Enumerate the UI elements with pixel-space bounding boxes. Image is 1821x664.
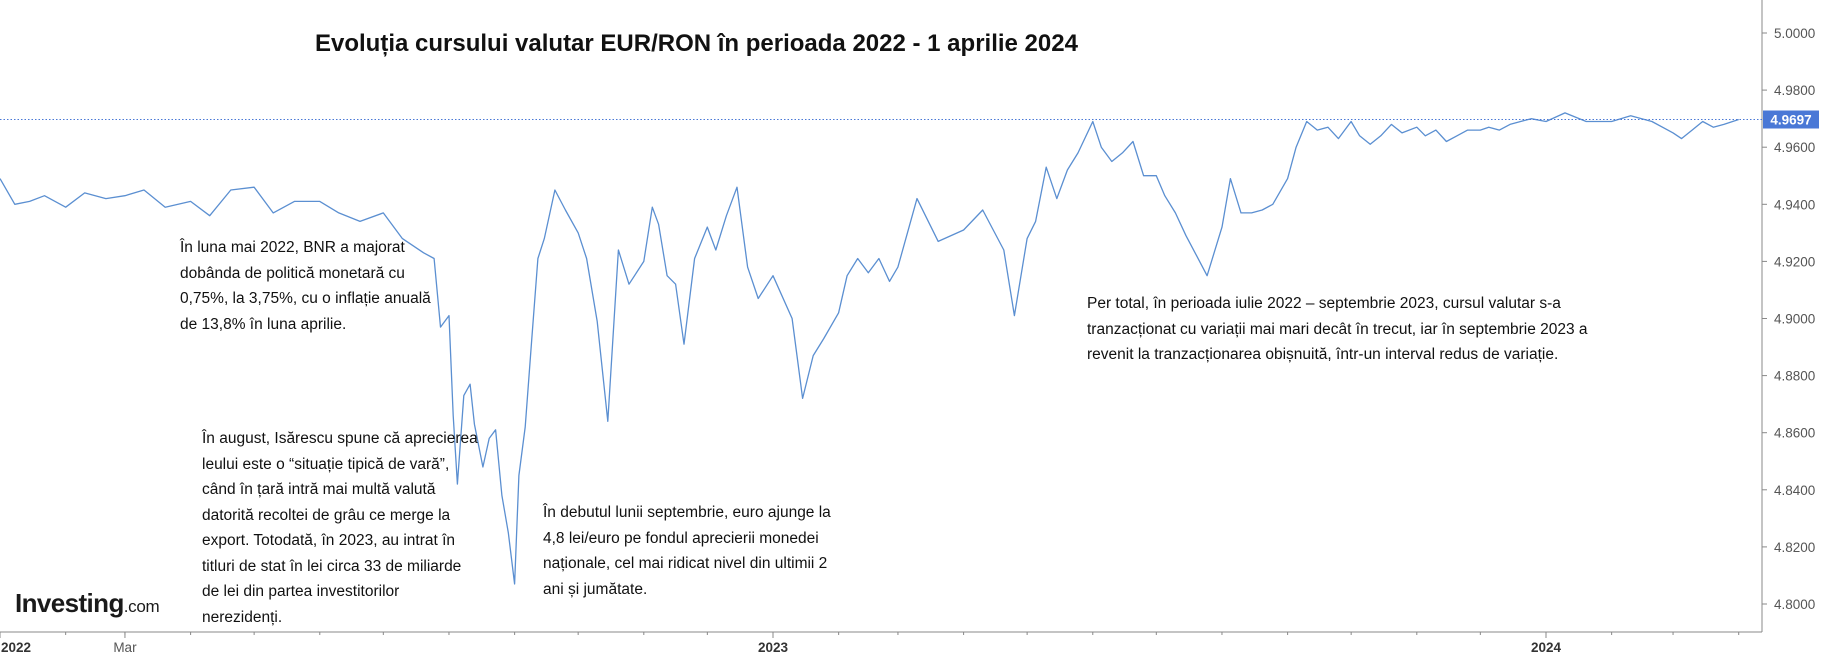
chart-title: Evoluția cursului valutar EUR/RON în per… xyxy=(315,30,1078,57)
annotation-line: când în țară intră mai multă valută xyxy=(202,481,436,498)
y-tick-label: 4.9800 xyxy=(1774,83,1815,98)
annotation-line: În august, Isărescu spune că aprecierea xyxy=(202,430,478,447)
y-tick-label: 4.9200 xyxy=(1774,254,1815,269)
y-tick-label: 4.8400 xyxy=(1774,483,1815,498)
annotation-summary: Per total, în perioada iulie 2022 – sept… xyxy=(1087,291,1588,368)
series-line-eur-ron xyxy=(0,112,1739,585)
annotation-line: revenit la tranzacționarea obișnuită, în… xyxy=(1087,346,1559,363)
annotation-line: de lei din partea investitorilor xyxy=(202,583,400,600)
investing-logo: Investing.com xyxy=(15,588,160,619)
annotation-line: ani și jumătate. xyxy=(543,580,648,598)
y-tick-label: 4.8800 xyxy=(1774,369,1815,384)
y-tick-label: 5.0000 xyxy=(1774,26,1815,41)
annotation-bnr-rate: În luna mai 2022, BNR a majorat dobânda … xyxy=(180,235,431,337)
last-value-label: 4.9697 xyxy=(1770,113,1811,128)
annotation-line: export. Totodată, în 2023, au intrat în xyxy=(202,532,456,549)
y-tick-label: 4.8200 xyxy=(1774,540,1815,555)
y-tick-label: 4.9600 xyxy=(1774,140,1815,155)
x-tick-label: 2022 xyxy=(1,640,31,655)
annotation-line: dobânda de politică monetară cu xyxy=(180,264,405,282)
annotation-line: În luna mai 2022, BNR a majorat xyxy=(180,239,405,256)
annotation-line: nerezidenți. xyxy=(202,608,283,626)
annotation-line: În debutul lunii septembrie, euro ajunge… xyxy=(543,504,831,521)
x-tick-label: 2024 xyxy=(1531,640,1562,655)
y-tick-label: 4.9400 xyxy=(1774,197,1815,212)
annotation-line: titluri de stat în lei circa 33 de milia… xyxy=(202,557,462,575)
annotation-line: naționale, cel mai ridicat nivel din ult… xyxy=(543,555,828,572)
logo-main-text: Investing xyxy=(15,588,124,618)
annotation-line: Per total, în perioada iulie 2022 – sept… xyxy=(1087,295,1561,312)
y-tick-label: 4.9000 xyxy=(1774,312,1815,327)
annotation-line: tranzacționat cu variații mai mari decât… xyxy=(1087,320,1588,338)
y-tick-label: 4.8600 xyxy=(1774,426,1815,441)
x-tick-label: 2023 xyxy=(758,640,789,655)
x-tick-label: Mar xyxy=(113,640,137,655)
y-tick-label: 4.8000 xyxy=(1774,597,1815,612)
annotation-september: În debutul lunii septembrie, euro ajunge… xyxy=(543,500,831,602)
annotation-line: leului este o “situație tipică de vară”, xyxy=(202,455,450,473)
annotation-august: În august, Isărescu spune că aprecierea … xyxy=(202,426,478,630)
annotation-line: 0,75%, la 3,75%, cu o inflație anuală xyxy=(180,290,431,307)
annotation-line: 4,8 lei/euro pe fondul aprecierii monede… xyxy=(543,529,819,547)
logo-suffix-text: .com xyxy=(123,597,160,616)
last-value-tag xyxy=(1763,110,1819,129)
annotation-line: de 13,8% în luna aprilie. xyxy=(180,315,347,333)
annotation-line: datorită recoltei de grâu ce merge la xyxy=(202,506,451,524)
